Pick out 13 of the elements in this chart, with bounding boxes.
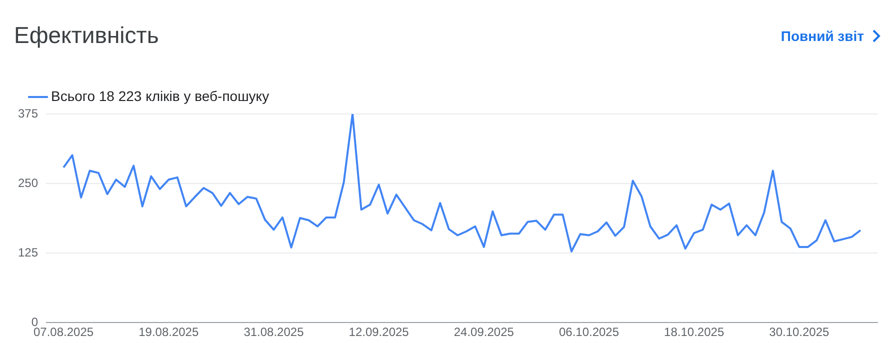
legend-label: Всього 18 223 кліків у веб-пошуку	[51, 88, 270, 104]
x-tick-label: 30.10.2025	[769, 325, 830, 340]
x-tick-label: 18.10.2025	[664, 325, 724, 340]
x-tick-label: 12.09.2025	[348, 325, 410, 340]
chart-title: Ефективність	[14, 22, 159, 49]
y-tick-label: 250	[18, 176, 38, 190]
y-tick-label: 375	[18, 106, 38, 120]
x-tick-label: 19.08.2025	[138, 325, 199, 340]
x-tick-label: 24.09.2025	[454, 325, 514, 340]
text: Повний звіт	[780, 28, 864, 44]
x-tick-label: 31.08.2025	[244, 325, 304, 340]
y-tick-label: 125	[18, 245, 38, 260]
x-tick-label: 06.10.2025	[558, 325, 620, 340]
